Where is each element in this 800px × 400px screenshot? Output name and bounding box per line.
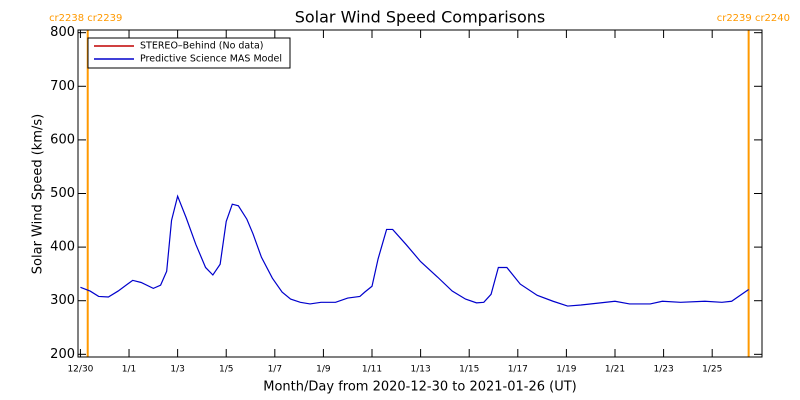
- x-tick-label: 1/17: [508, 365, 528, 375]
- x-tick-label: 1/23: [653, 365, 673, 375]
- y-tick-label: 800: [50, 25, 75, 40]
- y-tick-label: 600: [50, 132, 75, 147]
- x-tick-label: 1/21: [605, 365, 625, 375]
- x-tick-label: 1/15: [459, 365, 479, 375]
- legend-box: [87, 37, 291, 69]
- x-axis-label: Month/Day from 2020-12-30 to 2021-01-26 …: [263, 380, 576, 395]
- y-tick-label: 400: [50, 240, 75, 255]
- plot-frame: [77, 29, 763, 358]
- x-tick-label: 12/30: [67, 365, 93, 375]
- series-line: [80, 194, 749, 307]
- y-tick-label: 200: [50, 347, 75, 362]
- x-tick-label: 1/7: [268, 365, 282, 375]
- x-tick-label: 1/5: [219, 365, 233, 375]
- y-tick-label: 500: [50, 186, 75, 201]
- x-tick-label: 1/13: [410, 365, 430, 375]
- boundary-label: cr2238 cr2239: [49, 13, 122, 24]
- x-tick-label: 1/11: [362, 365, 382, 375]
- boundary-label: cr2239 cr2240: [717, 13, 790, 24]
- legend-label: STEREO–Behind (No data): [140, 41, 264, 52]
- x-tick-label: 1/3: [170, 365, 184, 375]
- y-axis-label: Solar Wind Speed (km/s): [31, 114, 46, 274]
- chart-title: Solar Wind Speed Comparisons: [295, 8, 546, 27]
- x-tick-label: 1/1: [122, 365, 136, 375]
- x-tick-label: 1/9: [316, 365, 331, 375]
- legend-label: Predictive Science MAS Model: [140, 54, 282, 65]
- y-tick-label: 300: [50, 293, 75, 308]
- x-tick-label: 1/19: [556, 365, 576, 375]
- x-tick-label: 1/25: [702, 365, 722, 375]
- y-tick-label: 700: [50, 79, 75, 94]
